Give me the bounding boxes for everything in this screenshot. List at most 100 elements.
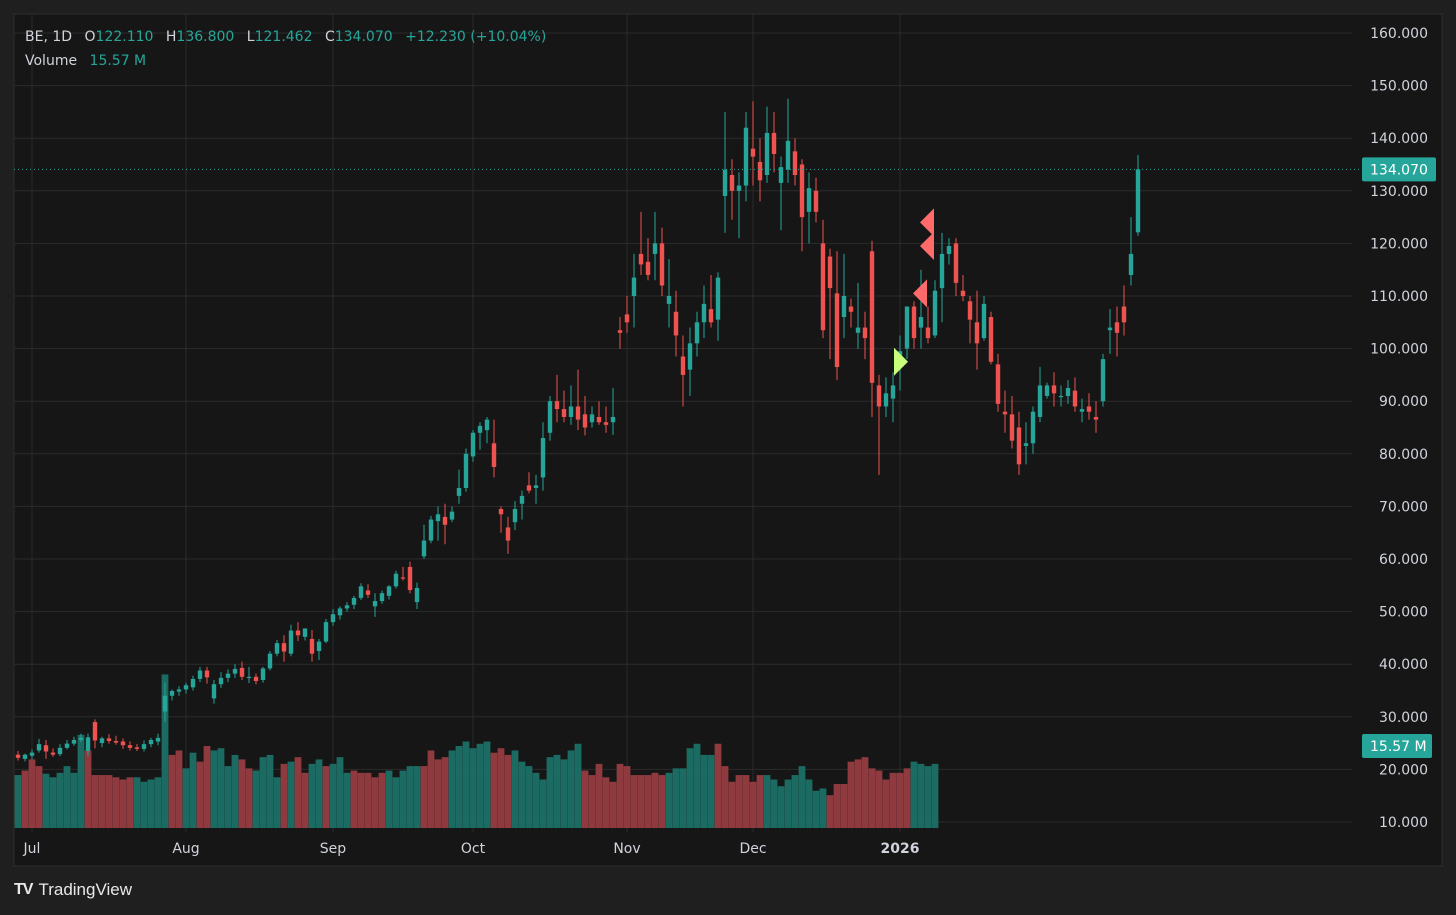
volume-bar [133, 777, 141, 828]
candle-body [155, 737, 161, 742]
volume-bar [371, 777, 379, 828]
candle [1135, 155, 1141, 236]
candle-body [239, 667, 245, 677]
candle-body [974, 322, 980, 344]
price-tick-label: 150.000 [1370, 79, 1428, 95]
candle [715, 272, 721, 341]
candle-body [729, 175, 735, 191]
tradingview-brand[interactable]: TV TradingView [14, 880, 132, 900]
volume-bar [644, 775, 652, 828]
candle [1072, 377, 1078, 412]
volume-bar [896, 772, 904, 828]
volume-bar [147, 779, 155, 828]
candle [512, 501, 518, 531]
candle-body [85, 737, 91, 751]
volume-bar [21, 770, 29, 828]
time-axis[interactable]: Jul Aug Sep Oct Nov Dec 2026 [23, 841, 920, 857]
candle-body [659, 243, 665, 286]
candle [561, 390, 567, 423]
volume-row: Volume 15.57 M [25, 49, 546, 73]
volume-bar [588, 775, 596, 828]
candle-body [456, 487, 462, 496]
candle-body [449, 511, 455, 520]
candle [393, 570, 399, 589]
candle-body [960, 290, 966, 296]
price-axis[interactable]: 10.000 20.000 30.000 40.000 50.000 60.000 70.0… [1370, 26, 1428, 831]
candle-body [428, 519, 434, 541]
candle [778, 156, 784, 231]
candle [1023, 422, 1029, 465]
candle [925, 306, 931, 344]
volume-bar [546, 757, 554, 828]
candle-body [526, 485, 532, 491]
candle [904, 306, 910, 360]
candle-body [22, 754, 28, 759]
candle [869, 240, 875, 417]
ohlc-row: BE, 1D O122.110 H136.800 L121.462 C134.0… [25, 25, 546, 49]
volume-bar [315, 759, 323, 828]
candle-body [687, 343, 693, 370]
volume-bar [252, 770, 260, 828]
volume-bar [910, 761, 918, 828]
volume-bar [385, 770, 393, 828]
candle [1107, 309, 1113, 354]
symbol-label[interactable]: BE, 1D [25, 29, 73, 45]
candle [848, 298, 854, 328]
candle-body [358, 586, 364, 598]
candle-body [246, 676, 252, 679]
candle [946, 238, 952, 265]
candle-body [904, 306, 910, 349]
candle-body [771, 132, 777, 154]
candle [470, 430, 476, 462]
candle [764, 106, 770, 183]
candle-body [127, 745, 133, 748]
volume-bars [14, 674, 939, 828]
volume-bar [462, 741, 470, 828]
candle [218, 672, 224, 688]
candle-body [15, 754, 21, 758]
volume-bar [413, 766, 421, 828]
candle [323, 618, 329, 644]
candle [757, 138, 763, 202]
candle-body [694, 322, 700, 344]
volume-bar [84, 750, 92, 828]
candle-body [603, 422, 609, 425]
volume-bar [623, 766, 631, 828]
candle-body [36, 744, 42, 751]
low-value: 121.462 [254, 29, 313, 45]
candle-body [393, 573, 399, 587]
volume-bar [336, 757, 344, 828]
price-tick-label: 40.000 [1379, 657, 1428, 673]
candle [995, 353, 1001, 412]
volume-label[interactable]: Volume [25, 53, 78, 69]
volume-bar [602, 777, 610, 828]
candle-body [722, 169, 728, 197]
volume-bar [749, 781, 757, 828]
candle [526, 472, 532, 494]
candle-body [372, 601, 378, 607]
candle-body [785, 140, 791, 170]
candle [1002, 390, 1008, 433]
last-price-badge [1362, 157, 1436, 182]
volume-bar [609, 781, 617, 828]
candle [638, 211, 644, 275]
close-value: 134.070 [334, 29, 393, 45]
candle-body [890, 385, 896, 399]
volume-bar [882, 779, 890, 828]
candle-body [1037, 385, 1043, 417]
candle [15, 750, 21, 761]
candle [771, 111, 777, 173]
volume-bar [364, 772, 372, 828]
candle [43, 739, 49, 759]
volume-bar [392, 777, 400, 828]
candle-body [862, 327, 868, 339]
volume-bar [280, 763, 288, 828]
candle-body [400, 577, 406, 579]
candle [890, 372, 896, 423]
volume-bar [14, 775, 22, 828]
candle [246, 666, 252, 684]
volume-bar [189, 752, 197, 828]
candle-body [561, 409, 567, 417]
volume-bar [224, 766, 232, 828]
